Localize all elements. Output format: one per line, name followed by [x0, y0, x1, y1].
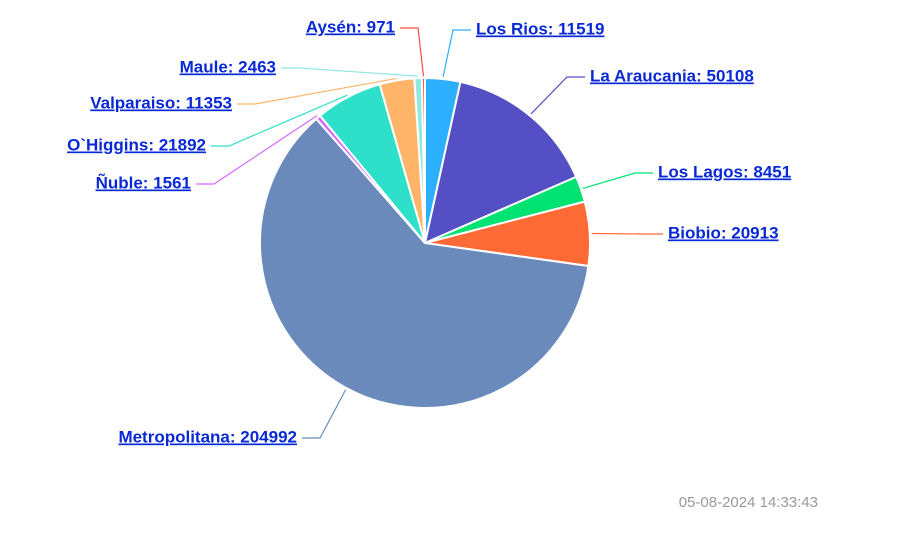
connector [281, 67, 419, 77]
data-label[interactable]: Ñuble: 1561 [96, 172, 191, 192]
data-label[interactable]: Metropolitana: 204992 [118, 427, 297, 446]
connector [400, 27, 425, 77]
pie-slice [259, 117, 590, 409]
connector [196, 115, 318, 185]
connector [302, 389, 347, 439]
data-label[interactable]: Aysén: 971 [306, 17, 395, 36]
connector [582, 172, 653, 190]
timestamp: 05-08-2024 14:33:43 [679, 494, 818, 511]
data-label[interactable]: Los Lagos: 8451 [658, 162, 791, 181]
connector [442, 29, 471, 78]
connector [211, 94, 348, 147]
data-label[interactable]: O`Higgins: 21892 [67, 135, 206, 154]
pie-slice [420, 76, 426, 244]
data-label[interactable]: Biobio: 20913 [668, 223, 779, 242]
connector [530, 76, 585, 115]
pie-slice [423, 80, 578, 245]
data-label[interactable]: Valparaiso: 11353 [90, 93, 232, 112]
data-label[interactable]: La Araucania: 50108 [590, 66, 754, 85]
data-label[interactable]: Los Rios: 11519 [476, 19, 605, 38]
data-label[interactable]: Maule: 2463 [180, 57, 276, 76]
connector [237, 77, 397, 105]
